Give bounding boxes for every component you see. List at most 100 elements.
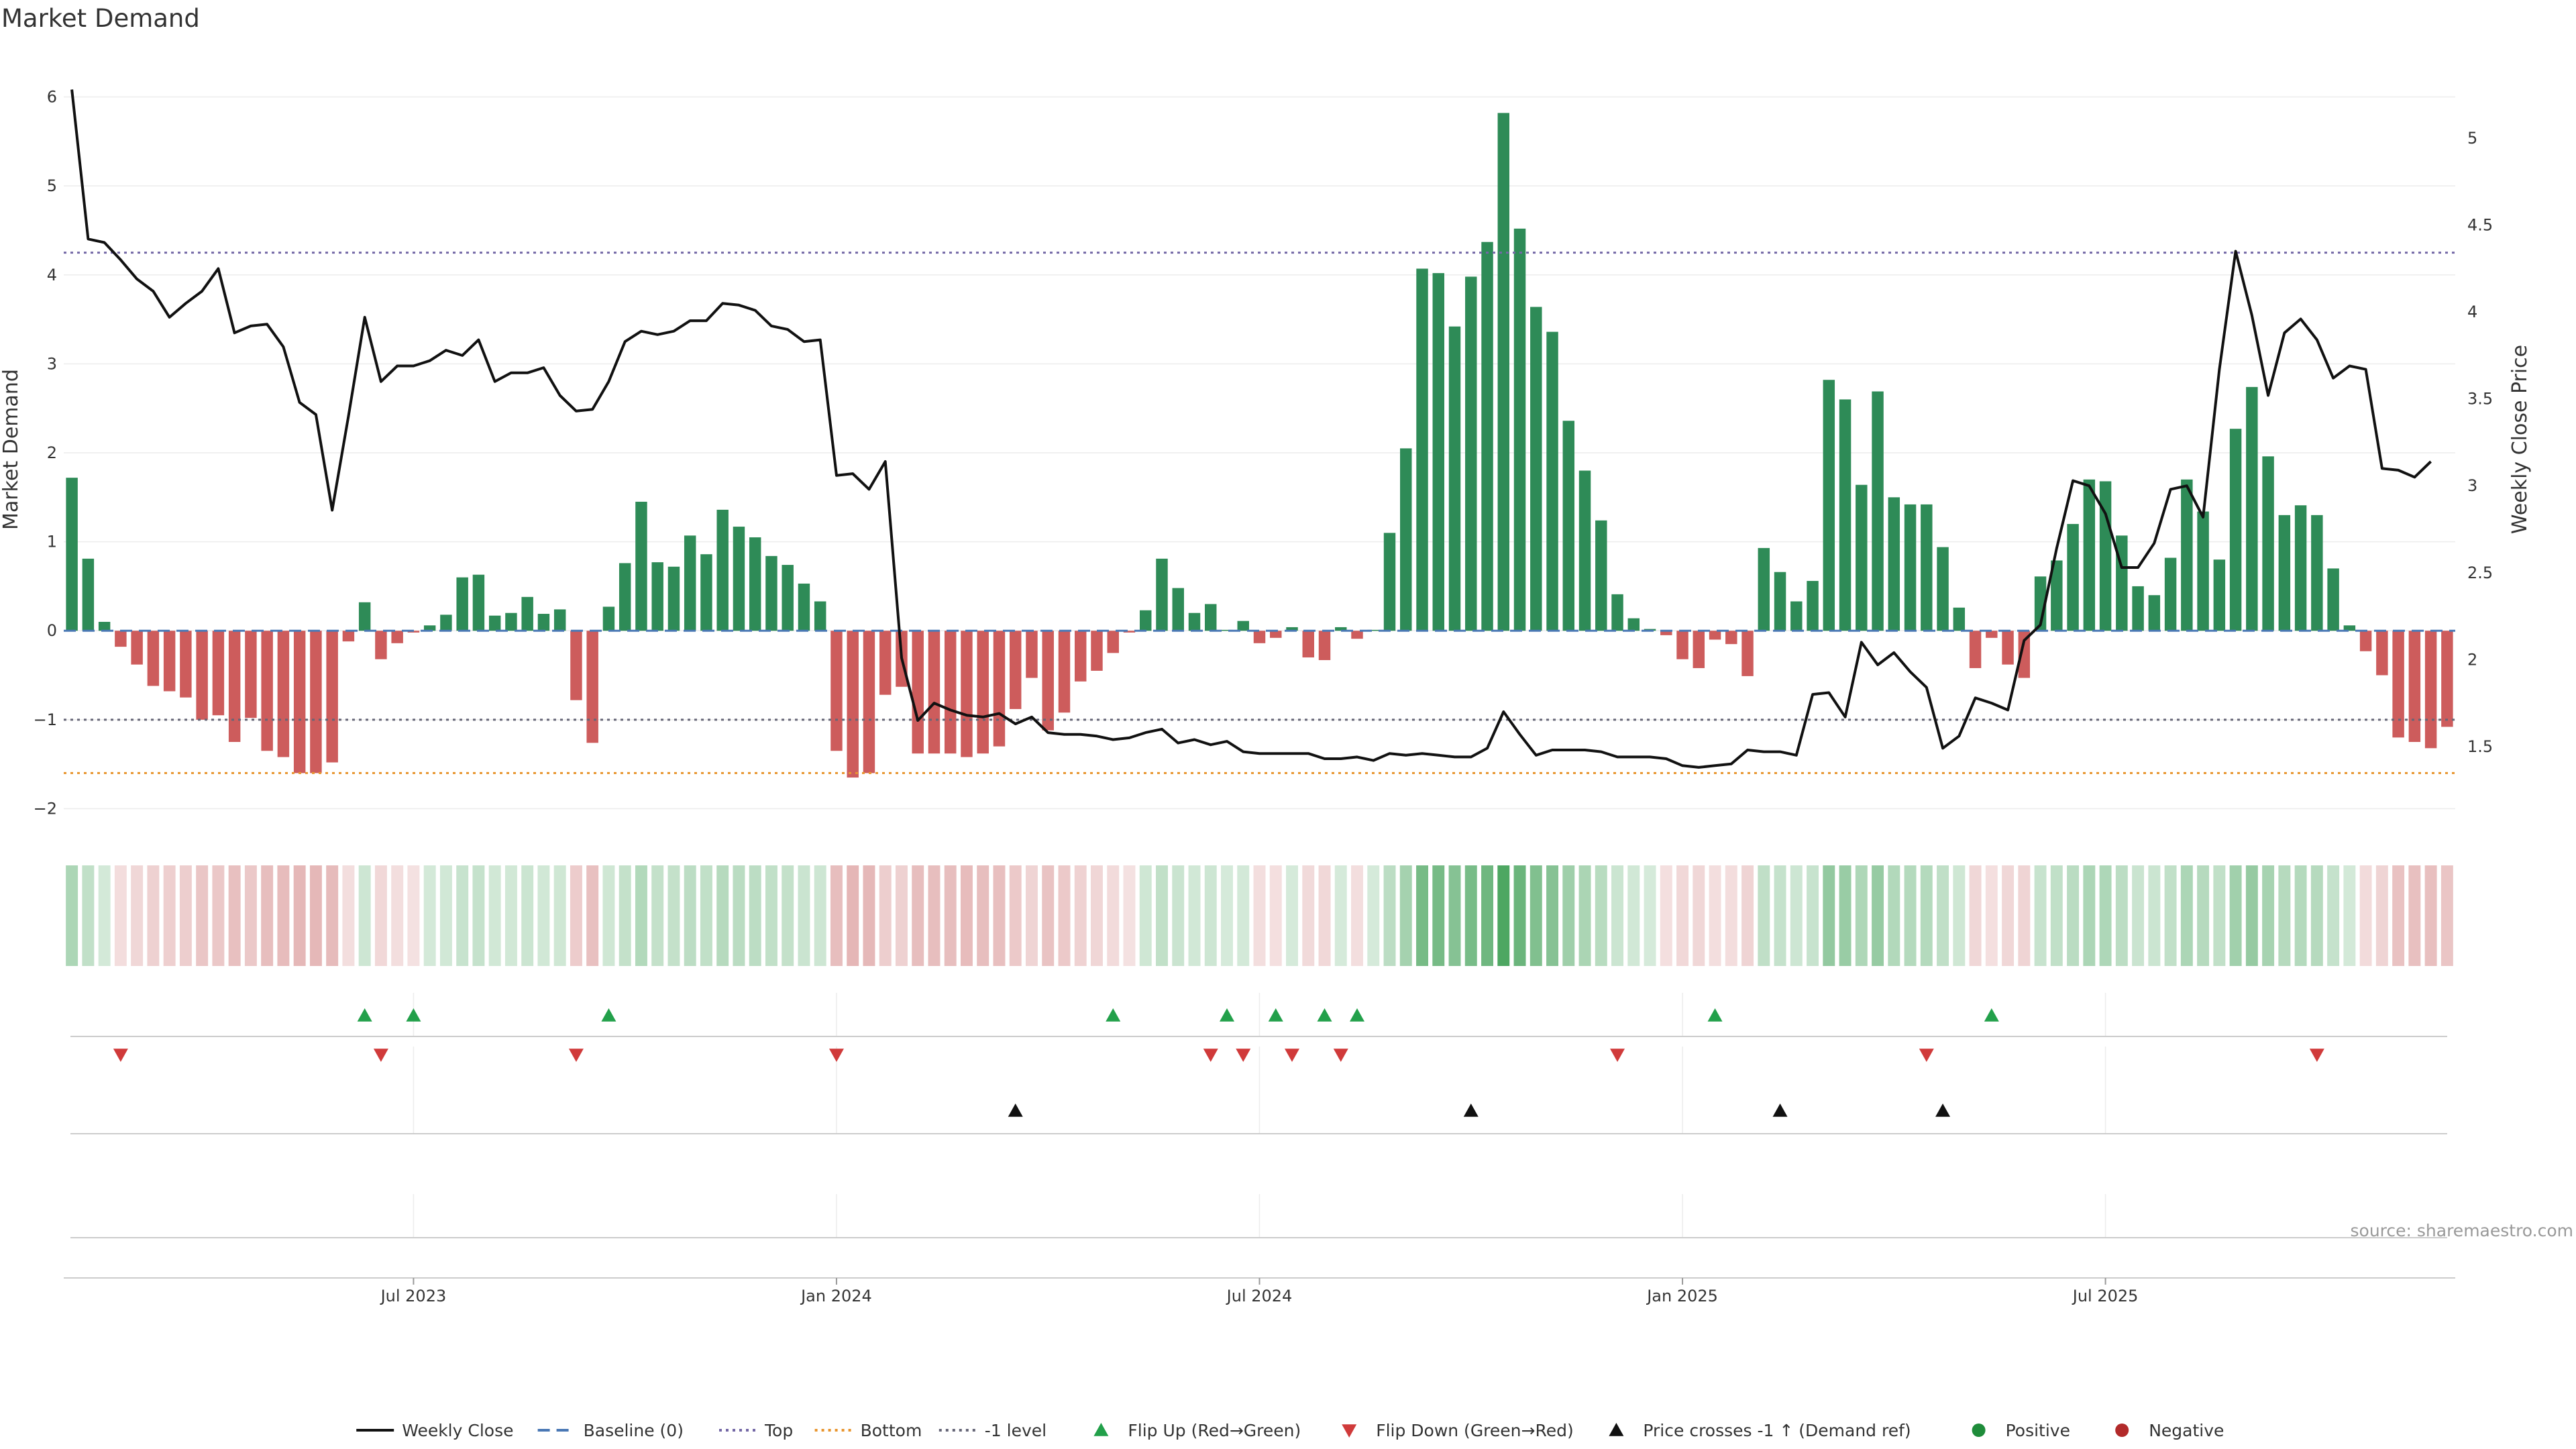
x-axis: Jul 2023 Jan 2024 Jul 2024 Jan 2025 Jul 2025 xyxy=(64,1277,2455,1305)
heat-cell xyxy=(684,865,696,966)
demand-bar-negative xyxy=(879,631,892,695)
heat-cell xyxy=(1269,865,1282,966)
flip-down-marker xyxy=(1610,1049,1625,1062)
demand-bar-positive xyxy=(1448,326,1461,631)
legend-label: Weekly Close xyxy=(402,1421,513,1440)
heat-cell xyxy=(2278,865,2291,966)
flip-up-marker xyxy=(1219,1008,1234,1022)
demand-bars xyxy=(66,113,2453,778)
demand-bar-negative xyxy=(180,631,192,698)
heat-cell xyxy=(1904,865,1917,966)
y-tick-right: 3 xyxy=(2467,476,2477,495)
heat-cell xyxy=(2018,865,2031,966)
flip-down-marker xyxy=(1333,1049,1348,1062)
legend-swatch xyxy=(1609,1423,1624,1436)
demand-bar-positive xyxy=(456,577,468,631)
heat-cell xyxy=(2002,865,2015,966)
weekly-close-line xyxy=(70,89,2432,769)
heat-cell xyxy=(1513,865,1526,966)
demand-bar-positive xyxy=(1904,504,1917,631)
demand-bar-positive xyxy=(1921,504,1933,631)
flip-up-marker xyxy=(1984,1008,1999,1022)
heat-cell xyxy=(1464,865,1477,966)
demand-bar-positive xyxy=(2099,481,2112,631)
demand-bar-negative xyxy=(928,631,941,754)
heat-cell xyxy=(1872,865,1884,966)
heat-cell xyxy=(2310,865,2323,966)
demand-bar-negative xyxy=(977,631,989,754)
heat-cell xyxy=(1855,865,1868,966)
demand-bar-negative xyxy=(2441,631,2453,727)
heat-cell xyxy=(1595,865,1607,966)
heat-cell xyxy=(456,865,469,966)
demand-bar-positive xyxy=(1856,484,1868,631)
flip-up-marker xyxy=(1350,1008,1365,1022)
demand-bar-positive xyxy=(1383,533,1396,631)
heat-cell xyxy=(1790,865,1803,966)
demand-bar-positive xyxy=(1790,601,1803,631)
demand-bar-positive xyxy=(1562,421,1575,631)
heat-cell xyxy=(977,865,989,966)
legend-item: -1 level xyxy=(938,1421,1046,1440)
y-tick-left: −2 xyxy=(34,799,57,818)
demand-bar-negative xyxy=(2392,631,2404,738)
demand-bar-positive xyxy=(2164,557,2177,631)
heat-cell xyxy=(602,865,615,966)
heat-cell xyxy=(700,865,712,966)
heat-cell xyxy=(2213,865,2226,966)
heat-cell xyxy=(2067,865,2080,966)
demand-bar-negative xyxy=(847,631,859,778)
heat-cell xyxy=(1026,865,1038,966)
demand-bar-negative xyxy=(1302,631,1314,658)
chart-title: Market Demand xyxy=(1,4,200,33)
demand-bar-negative xyxy=(196,631,208,720)
flip-down-marker xyxy=(113,1049,128,1062)
x-tick-label: Jul 2025 xyxy=(2072,1287,2139,1305)
demand-bar-positive xyxy=(1432,273,1444,631)
heat-cell xyxy=(2099,865,2112,966)
demand-bar-positive xyxy=(2051,560,2063,631)
demand-bar-negative xyxy=(1693,631,1705,668)
heat-cell xyxy=(1302,865,1315,966)
price-cross-marker xyxy=(1935,1104,1951,1117)
heat-cell xyxy=(733,865,745,966)
demand-bar-positive xyxy=(1953,607,1966,631)
legend-item: Top xyxy=(719,1421,793,1440)
demand-bar-positive xyxy=(2278,515,2291,631)
demand-bar-negative xyxy=(277,631,290,757)
heat-cell xyxy=(2359,865,2372,966)
heat-cell xyxy=(1253,865,1266,966)
demand-bar-negative xyxy=(212,631,225,716)
heat-cell xyxy=(1644,865,1656,966)
demand-bar-positive xyxy=(1465,276,1477,631)
legend-item: Flip Down (Green→Red) xyxy=(1342,1421,1574,1440)
demand-bar-negative xyxy=(261,631,273,751)
heat-cell xyxy=(863,865,875,966)
demand-bar-positive xyxy=(1627,618,1640,631)
demand-bar-positive xyxy=(619,563,631,631)
legend-swatch xyxy=(1972,1424,1986,1437)
demand-bar-positive xyxy=(782,565,794,631)
flip-down-marker xyxy=(1203,1049,1218,1062)
y-tick-left: 1 xyxy=(47,533,57,551)
demand-bar-positive xyxy=(505,612,517,631)
heat-cell xyxy=(1156,865,1168,966)
demand-bar-negative xyxy=(1009,631,1022,709)
heat-cell xyxy=(163,865,176,966)
demand-bar-positive xyxy=(1595,520,1607,631)
heat-cell xyxy=(2327,865,2340,966)
legend-swatch xyxy=(1342,1424,1357,1438)
heat-cell xyxy=(1237,865,1250,966)
flip-down-marker xyxy=(568,1049,584,1062)
gridlines xyxy=(64,96,2455,810)
demand-bar-positive xyxy=(1416,268,1428,631)
heat-cell xyxy=(993,865,1006,966)
demand-bar-negative xyxy=(1253,631,1266,643)
demand-bar-positive xyxy=(521,596,533,631)
heat-cell xyxy=(521,865,534,966)
heat-cell xyxy=(1221,865,1233,966)
heat-cell xyxy=(1709,865,1721,966)
demand-bar-positive xyxy=(749,537,761,631)
heat-cell xyxy=(309,865,322,966)
demand-bar-positive xyxy=(423,625,436,631)
